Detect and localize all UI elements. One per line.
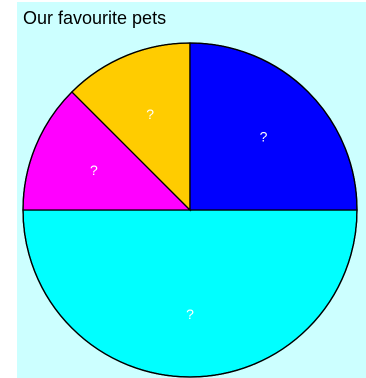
pie-slice-1 bbox=[22, 209, 358, 378]
pie-outline bbox=[22, 42, 358, 378]
slice-label-1: ? bbox=[186, 306, 194, 322]
slice-label-3: ? bbox=[146, 106, 154, 122]
pie-slice-4 bbox=[189, 42, 358, 211]
slice-label-4: ? bbox=[260, 128, 268, 144]
slice-label-2: ? bbox=[90, 162, 98, 178]
chart-title: Our favourite pets bbox=[23, 8, 167, 28]
